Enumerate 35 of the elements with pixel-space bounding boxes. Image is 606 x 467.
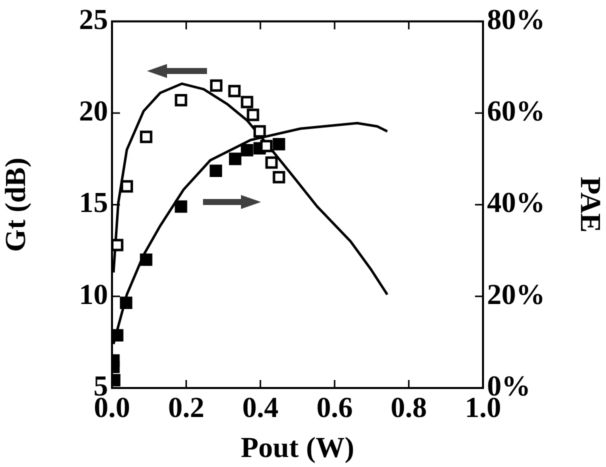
point xyxy=(174,200,188,213)
point xyxy=(120,180,134,193)
point xyxy=(265,156,278,169)
point xyxy=(246,108,260,122)
point xyxy=(228,152,242,166)
x-axis-title: Pout (W) xyxy=(240,432,354,464)
point xyxy=(240,144,254,156)
point xyxy=(253,125,266,138)
x-tick-label: 0.2 xyxy=(168,392,204,424)
point xyxy=(228,84,241,98)
y2-axis-title: PAE xyxy=(574,176,606,233)
x-tick-label: 0.6 xyxy=(316,392,353,424)
point xyxy=(174,94,188,106)
point xyxy=(112,329,124,342)
y-tick-label: 25 xyxy=(79,4,108,36)
y-tick-label: 10 xyxy=(79,278,108,311)
y-tick-label: 20 xyxy=(79,96,108,128)
point xyxy=(140,130,152,144)
x-tick-label: 0.8 xyxy=(390,392,427,424)
point xyxy=(210,79,222,92)
point xyxy=(240,96,254,108)
point xyxy=(112,238,124,252)
y2-tick-label: 40% xyxy=(487,187,545,220)
point xyxy=(272,138,286,150)
point xyxy=(210,164,222,177)
y2-tick-label: 20% xyxy=(487,278,545,311)
point xyxy=(140,253,152,266)
y-axis-title: Gt (dB) xyxy=(0,158,32,252)
x-tick-label: 0.4 xyxy=(242,392,279,424)
point xyxy=(260,140,273,152)
point xyxy=(272,171,286,184)
y2-tick-label: 80% xyxy=(487,4,545,36)
point xyxy=(120,296,132,309)
y2-tick-label: 60% xyxy=(487,96,545,128)
y-tick-label: 15 xyxy=(79,187,108,220)
